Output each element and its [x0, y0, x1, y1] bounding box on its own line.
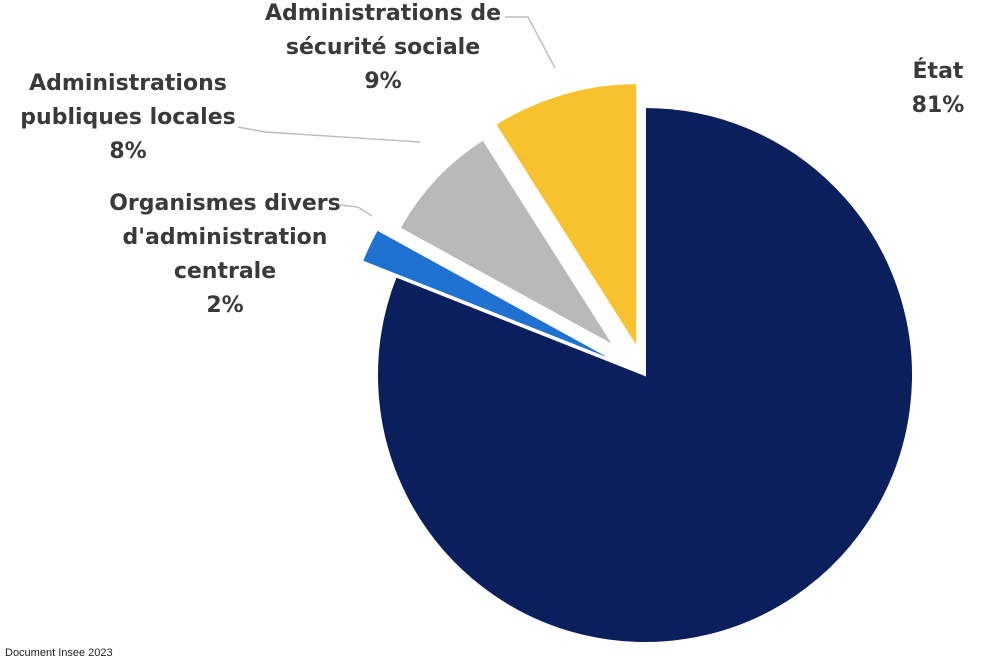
slice-apul [398, 138, 616, 348]
source-note: Document Insee 2023 [5, 647, 113, 659]
leader-line-apul [237, 126, 421, 143]
leader-line-odac [339, 204, 373, 217]
slice-odac-value: 2% [206, 293, 243, 318]
slice-etat [376, 105, 914, 644]
slice-apul-label-line: Administrations [29, 71, 227, 96]
slice-apul-label: Administrations publiques locales 8% [20, 71, 235, 164]
slice-odac-label-line: Organismes divers [109, 191, 341, 216]
pie-slices [360, 82, 914, 644]
slice-secu-value: 9% [364, 69, 401, 94]
slice-odac-label-line: d'administration [123, 225, 328, 250]
slice-secu-label: Administrations de sécurité sociale 9% [265, 1, 501, 94]
slice-odac-label: Organismes divers d'administration central… [109, 191, 341, 318]
slice-secu-label-line: Administrations de [265, 1, 501, 26]
slice-secu-label-line: sécurité sociale [286, 35, 480, 60]
slice-secu [493, 82, 639, 352]
leader-lines [237, 16, 556, 217]
slice-odac-label-line: centrale [174, 259, 276, 284]
slice-etat-label-line: État [913, 58, 964, 84]
slice-apul-value: 8% [109, 139, 146, 164]
slice-apul-label-line: publiques locales [20, 105, 235, 130]
leader-line-ossecurite [505, 16, 556, 69]
slice-etat-value: 81% [912, 93, 965, 118]
slice-labels: État 81% Organismes divers d'administration… [20, 1, 964, 318]
slice-odac [360, 228, 623, 366]
slice-etat-label: État 81% [912, 58, 965, 118]
